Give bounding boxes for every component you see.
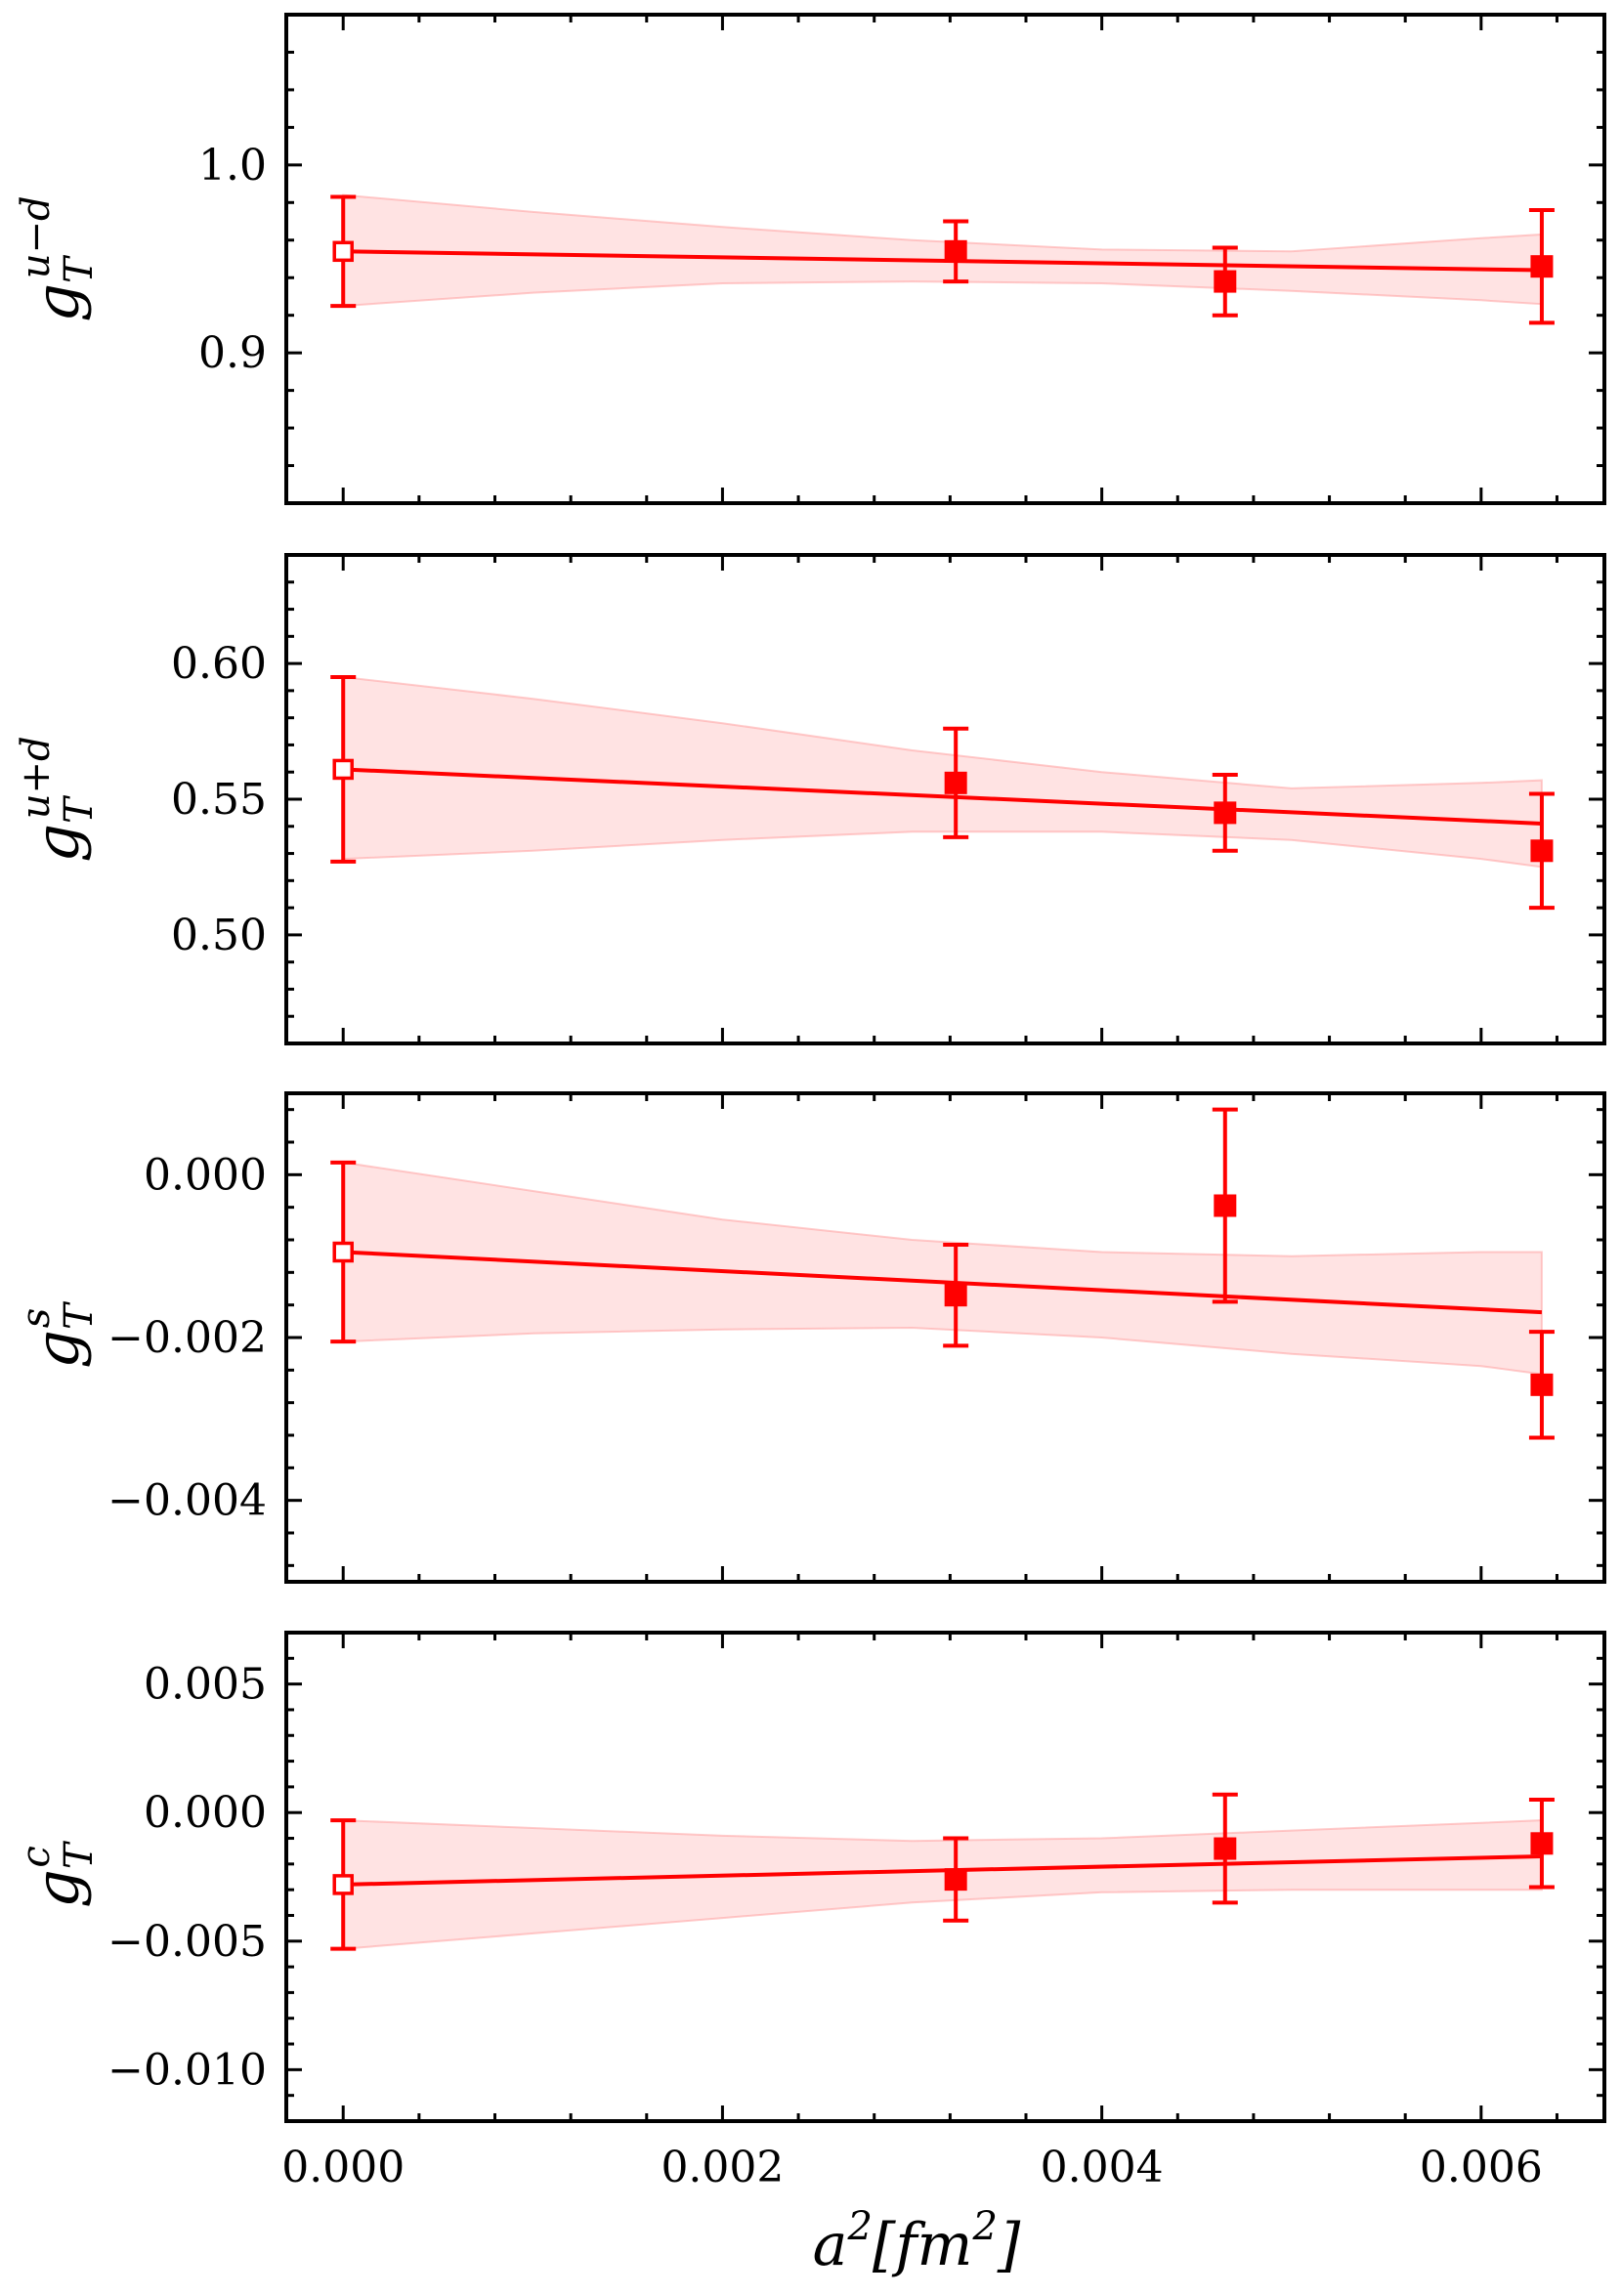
y-axis-title-base: g: [21, 283, 93, 322]
y-tick-label: 0.9: [198, 328, 267, 378]
y-axis-title-sup: u−d: [14, 195, 59, 278]
y-axis-title: gTc: [14, 1840, 102, 1908]
marker-filled-square: [1214, 1837, 1237, 1860]
y-axis-title: gTu+d: [14, 736, 102, 862]
fit-line: [343, 767, 1543, 826]
fit-line: [343, 249, 1542, 273]
x-axis-title: a2[fm2]: [813, 2204, 1021, 2279]
marker-filled-square: [1214, 270, 1237, 293]
axes-frame: [284, 1631, 1606, 2123]
marker-filled-square: [1530, 839, 1554, 863]
y-tick-label: −0.005: [107, 1917, 267, 1967]
panel-4: −0.010 −0.005 0.000 0.005 gTc: [14, 1631, 1606, 2123]
y-axis-title-sup: s: [14, 1308, 59, 1329]
data-point-2: [943, 1243, 969, 1348]
data-point-1: [330, 675, 357, 864]
y-tick-label: −0.002: [107, 1313, 267, 1363]
data-point-4: [1528, 208, 1555, 325]
data-point-3: [1212, 773, 1238, 853]
y-tick-label: 0.005: [144, 1660, 267, 1710]
marker-filled-square: [944, 1868, 967, 1892]
marker-filled-square: [1530, 1832, 1554, 1855]
marker-filled-square: [1214, 801, 1237, 825]
y-axis-title-base: g: [21, 1869, 93, 1908]
y-tick-label: 0.000: [144, 1788, 267, 1838]
y-axis-title-sub: T: [57, 254, 102, 283]
data-point-1: [330, 1818, 357, 1951]
confidence-band: [342, 1819, 1543, 1950]
x-tick-label: 0.004: [1041, 2143, 1164, 2192]
marker-open-square: [332, 1874, 354, 1895]
panel-2: 0.50 0.55 0.60 gTu+d: [14, 553, 1606, 1045]
marker-filled-square: [1530, 1373, 1554, 1396]
y-tick-label: 1.0: [198, 141, 267, 191]
marker-filled-square: [1214, 1194, 1237, 1217]
fit-line: [343, 1853, 1542, 1887]
y-axis-title-sub: T: [57, 794, 102, 824]
data-point-3: [1212, 1792, 1238, 1905]
y-axis-title-base: g: [21, 824, 93, 863]
marker-filled-square: [1530, 255, 1554, 278]
data-point-4: [1528, 1798, 1555, 1890]
x-axis-labels: 0.000 0.002 0.004 0.006: [281, 2143, 1543, 2192]
data-point-1: [330, 194, 357, 309]
data-point-4: [1528, 791, 1555, 911]
marker-open-square: [332, 240, 354, 263]
x-tick-label: 0.006: [1420, 2143, 1543, 2192]
y-axis-title-base: g: [21, 1330, 93, 1369]
y-axis-title-sup: u+d: [14, 736, 59, 819]
axes-frame: [284, 13, 1606, 505]
data-point-2: [943, 219, 969, 284]
marker-filled-square: [944, 239, 967, 263]
data-point-1: [330, 1160, 357, 1344]
y-tick-label: 0.000: [144, 1150, 267, 1200]
marker-filled-square: [944, 771, 967, 794]
y-tick-label: 0.50: [171, 911, 267, 960]
y-axis-title: gTs: [14, 1300, 102, 1369]
y-axis-title-sup: c: [14, 1846, 59, 1867]
y-tick-label: 0.55: [171, 775, 267, 825]
data-point-3: [1212, 245, 1238, 318]
y-tick-label: 0.60: [171, 639, 267, 689]
panels: 0.91.0gTu−d0.500.550.60gTu+d−0.004−0.002…: [14, 13, 1606, 2123]
panel-1: 0.9 1.0 gTu−d: [14, 13, 1606, 505]
marker-filled-square: [944, 1284, 967, 1307]
data-point-2: [943, 1836, 969, 1923]
y-tick-label: −0.010: [107, 2045, 267, 2095]
data-point-3: [1212, 1107, 1238, 1304]
marker-open-square: [332, 758, 354, 781]
marker-open-square: [332, 1241, 354, 1263]
data-point-4: [1528, 1330, 1555, 1440]
data-point-2: [943, 726, 969, 839]
y-axis-title: gTu−d: [14, 195, 102, 321]
x-tick-label: 0.000: [281, 2143, 405, 2192]
fit-line: [343, 1250, 1543, 1315]
y-tick-label: −0.004: [107, 1476, 267, 1526]
panel-3: −0.004 −0.002 0.000 gTs: [14, 1091, 1606, 1584]
x-tick-label: 0.002: [661, 2143, 784, 2192]
